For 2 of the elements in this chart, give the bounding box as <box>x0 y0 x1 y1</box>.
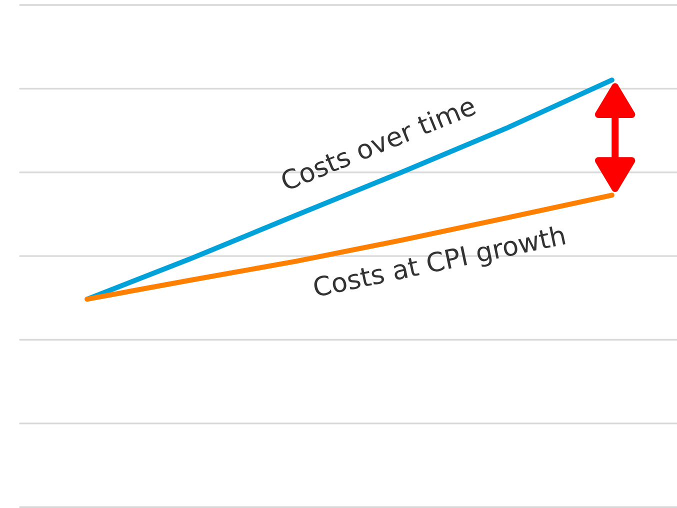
text: Costs over time <box>279 94 477 192</box>
text: Costs at CPI growth <box>312 224 567 302</box>
